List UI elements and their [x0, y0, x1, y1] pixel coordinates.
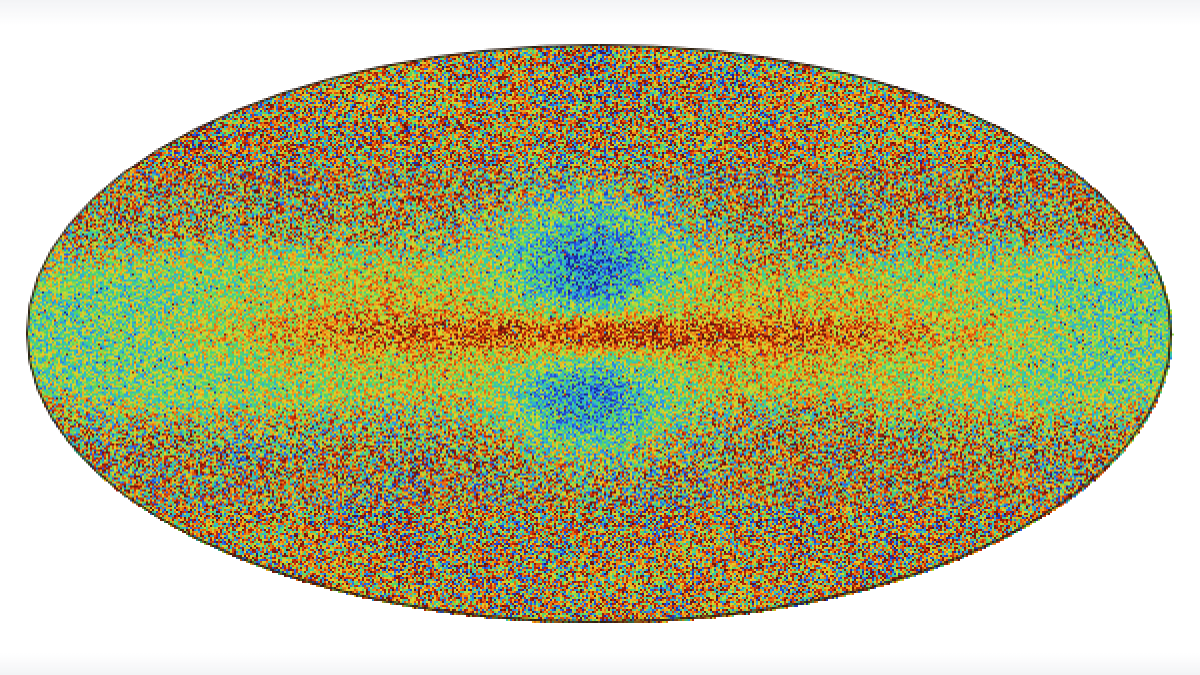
- all-sky-map-figure: [0, 0, 1200, 675]
- page-background: [0, 0, 1200, 675]
- all-sky-mollweide-map-canvas: [0, 0, 1200, 675]
